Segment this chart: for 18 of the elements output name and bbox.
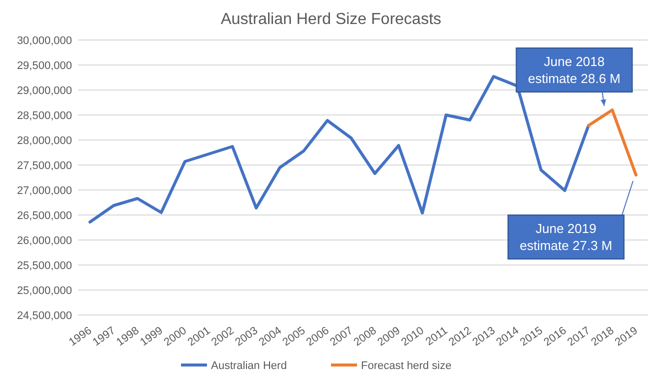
annotation: June 2019 estimate 27.3 M [520, 221, 612, 253]
legend-label: Forecast herd size [361, 360, 452, 372]
y-tick-label: 29,500,000 [16, 60, 72, 72]
annotation: June 2018 estimate 28.6 M [528, 54, 621, 86]
y-tick-label: 26,000,000 [16, 234, 72, 247]
y-tick-label: 28,000,000 [16, 134, 72, 147]
y-tick-label: 25,500,000 [16, 260, 72, 272]
y-tick-label: 30,000,000 [16, 34, 72, 47]
y-tick-label: 26,500,000 [16, 210, 72, 222]
x-tick-label: 2011 [424, 324, 450, 348]
chart-title: Australian Herd Size Forecasts [220, 11, 442, 28]
y-tick-label: 28,500,000 [16, 110, 72, 122]
y-tick-label: 25,000,000 [16, 284, 72, 297]
y-tick-label: 24,500,000 [16, 310, 72, 322]
legend-label: Australian Herd [211, 360, 287, 372]
y-tick-label: 27,500,000 [16, 160, 72, 172]
y-tick-label: 29,000,000 [16, 84, 72, 97]
y-tick-label: 27,000,000 [16, 184, 72, 197]
